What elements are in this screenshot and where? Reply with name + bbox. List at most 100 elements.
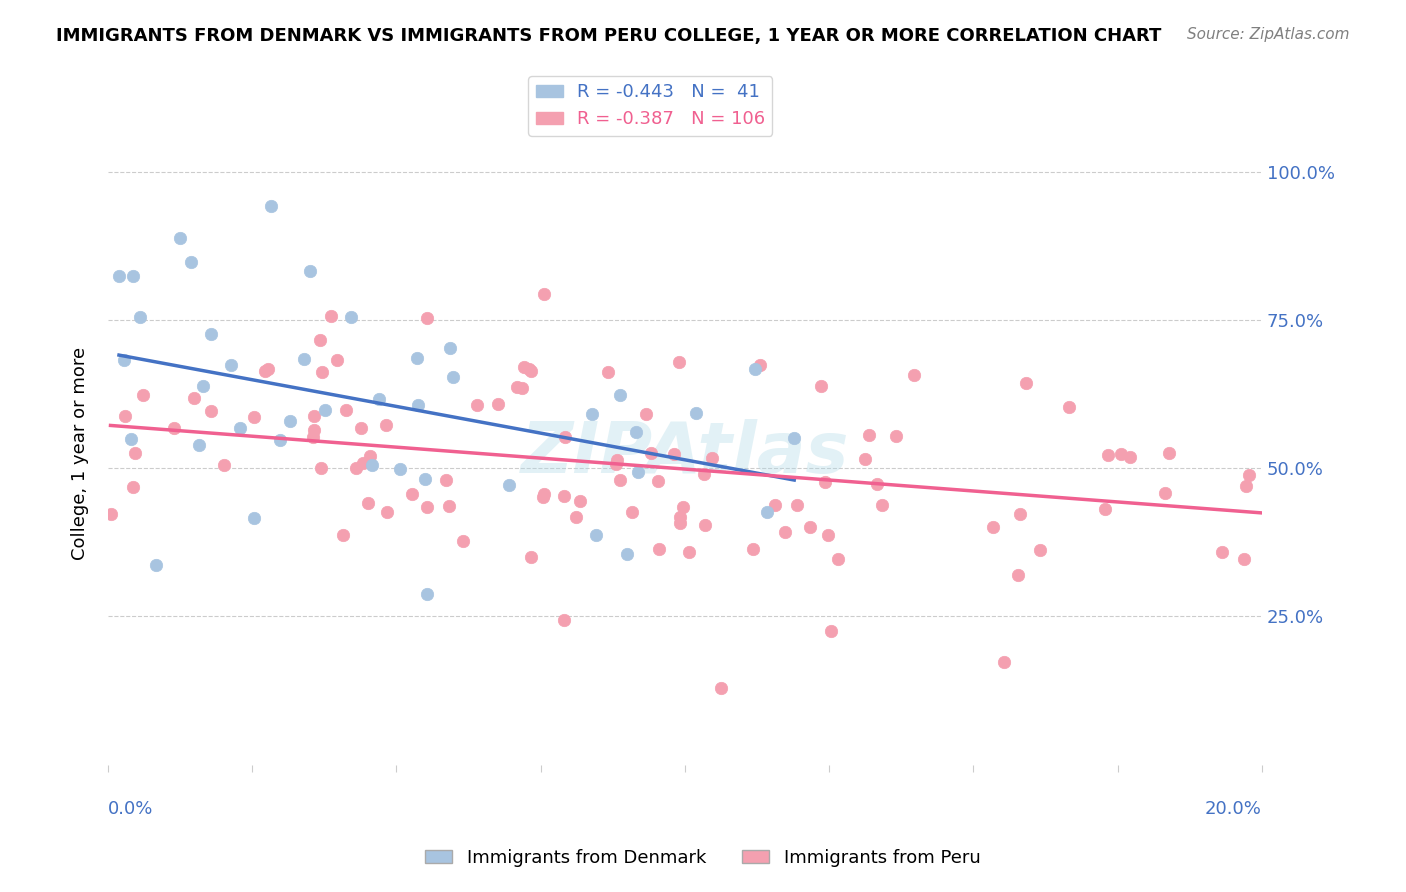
Point (121, 268, 143, 283)
Point (672, 500, 695, 514)
Point (304, 423, 326, 437)
Point (389, 462, 412, 476)
Point (685, 406, 707, 420)
Point (553, 613, 575, 627)
Point (314, 403, 336, 417)
Point (187, 438, 209, 452)
Point (564, 510, 586, 524)
Point (817, 528, 839, 542)
Point (439, 341, 461, 355)
Point (606, 453, 628, 467)
Point (357, 496, 380, 510)
Text: 0.0%: 0.0% (108, 800, 153, 818)
Point (668, 355, 690, 369)
Point (163, 421, 186, 435)
Point (616, 547, 638, 561)
Point (108, 269, 131, 284)
Point (662, 447, 685, 461)
Point (302, 430, 325, 444)
Point (183, 391, 205, 405)
Point (413, 472, 436, 486)
Point (1154, 485, 1177, 500)
Point (360, 458, 382, 472)
Point (810, 379, 832, 393)
Point (214, 458, 236, 473)
Point (581, 407, 603, 421)
Point (866, 477, 889, 491)
Point (648, 541, 671, 556)
Point (253, 364, 276, 378)
Point (981, 520, 1004, 534)
Point (1234, 478, 1257, 492)
Point (374, 417, 396, 432)
Point (693, 467, 716, 481)
Point (169, 231, 191, 245)
Point (120, 432, 142, 446)
Point (441, 370, 464, 384)
Point (512, 359, 534, 374)
Point (1109, 446, 1132, 460)
Point (814, 475, 837, 490)
Point (744, 361, 766, 376)
Point (352, 457, 374, 471)
Point (309, 334, 332, 348)
Point (1015, 376, 1038, 390)
Point (647, 474, 669, 488)
Point (993, 655, 1015, 669)
Point (242, 410, 264, 425)
Point (554, 429, 576, 443)
Point (510, 381, 533, 395)
Point (131, 388, 153, 402)
Text: 20.0%: 20.0% (1205, 800, 1263, 818)
Point (451, 533, 474, 548)
Point (598, 365, 620, 379)
Point (678, 545, 700, 559)
Point (609, 473, 631, 487)
Point (756, 505, 779, 519)
Point (533, 487, 555, 501)
Point (112, 353, 135, 368)
Point (741, 542, 763, 557)
Point (129, 310, 152, 324)
Point (636, 407, 658, 421)
Point (200, 404, 222, 418)
Point (1029, 542, 1052, 557)
Point (122, 480, 145, 494)
Point (1059, 400, 1081, 414)
Point (624, 425, 647, 439)
Point (311, 366, 333, 380)
Point (693, 518, 716, 533)
Point (335, 402, 357, 417)
Point (669, 516, 692, 530)
Legend: Immigrants from Denmark, Immigrants from Peru: Immigrants from Denmark, Immigrants from… (418, 842, 988, 874)
Point (344, 460, 367, 475)
Point (827, 552, 849, 566)
Point (332, 528, 354, 542)
Point (406, 351, 429, 366)
Y-axis label: College, 1 year or more: College, 1 year or more (72, 347, 89, 560)
Point (1008, 507, 1031, 521)
Point (498, 477, 520, 491)
Point (569, 494, 592, 508)
Point (853, 451, 876, 466)
Point (375, 505, 398, 519)
Point (783, 431, 806, 445)
Point (269, 434, 291, 448)
Point (200, 327, 222, 342)
Point (640, 445, 662, 459)
Point (434, 474, 457, 488)
Point (1211, 545, 1233, 559)
Point (340, 310, 363, 324)
Text: IMMIGRANTS FROM DENMARK VS IMMIGRANTS FROM PERU COLLEGE, 1 YEAR OR MORE CORRELAT: IMMIGRANTS FROM DENMARK VS IMMIGRANTS FR… (56, 27, 1161, 45)
Point (553, 489, 575, 503)
Point (368, 392, 391, 406)
Point (260, 198, 283, 212)
Point (700, 450, 723, 465)
Point (585, 528, 607, 542)
Point (710, 681, 733, 695)
Point (886, 429, 908, 443)
Point (359, 449, 381, 463)
Point (520, 364, 543, 378)
Point (228, 421, 250, 435)
Point (406, 398, 429, 412)
